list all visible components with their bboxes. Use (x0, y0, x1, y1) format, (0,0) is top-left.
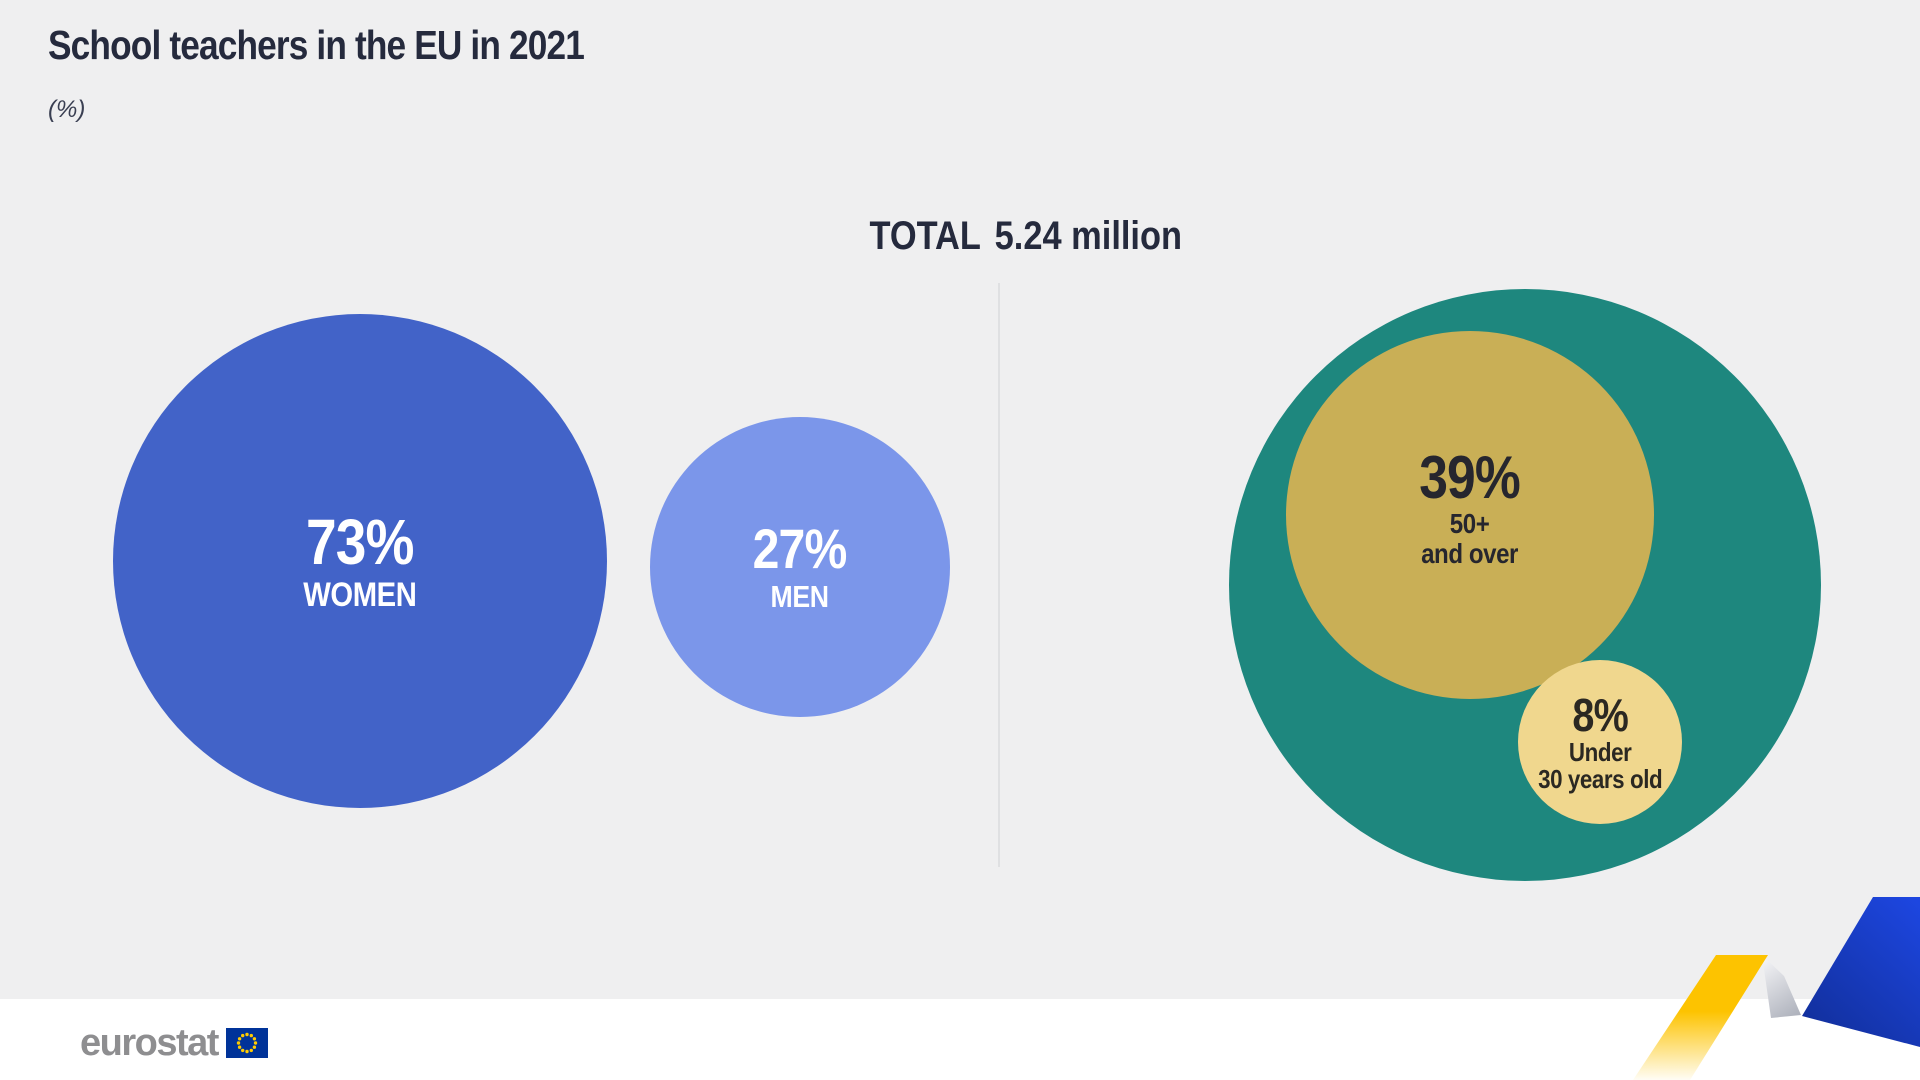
total-label: TOTAL (869, 214, 982, 258)
men-percent: 27% (753, 517, 848, 581)
women-label: WOMEN (303, 575, 417, 614)
women-share-circle: 73% WOMEN (113, 314, 607, 808)
ribbon-blue-band (1802, 897, 1920, 1047)
total-annotation-text: TOTAL 5.24 million (870, 214, 1183, 259)
age-50-plus-circle: 39% 50+ and over (1286, 331, 1654, 699)
page-title-text: School teachers in the EU in 2021 (48, 22, 585, 68)
age-50-plus-line2: and over (1421, 537, 1519, 569)
age-under-30-label-block: 8% Under 30 years old (1537, 688, 1663, 795)
age-under-30-line1: Under (1568, 736, 1632, 767)
women-percent: 73% (306, 505, 414, 578)
women-share-label-block: 73% WOMEN (303, 505, 417, 614)
men-share-circle: 27% MEN (650, 417, 950, 717)
age-under-30-line2: 30 years old (1537, 764, 1663, 795)
men-label: MEN (771, 579, 829, 615)
age-50-plus-label-block: 39% 50+ and over (1419, 444, 1522, 569)
ribbon-zigzag-decoration (1633, 897, 1920, 1080)
age-50-plus-percent: 39% (1419, 444, 1522, 512)
age-under-30-percent: 8% (1572, 688, 1628, 741)
eu-flag-icon (225, 1028, 268, 1058)
age-50-plus-line1: 50+ (1450, 508, 1490, 540)
ribbon-fold-facet (1762, 955, 1801, 1018)
footer-strip (0, 999, 1920, 1080)
eurostat-logo-text: eurostat (80, 1022, 219, 1064)
eurostat-logo: eurostat (80, 1024, 268, 1062)
total-value: 5.24 million (994, 214, 1183, 258)
ribbon-yellow-band (1633, 955, 1768, 1080)
unit-subtitle: (%) (48, 96, 86, 123)
total-annotation: TOTAL 5.24 million (826, 214, 1226, 259)
page-title: School teachers in the EU in 2021 (48, 22, 671, 69)
age-under-30-circle: 8% Under 30 years old (1518, 660, 1682, 824)
section-divider (998, 283, 1000, 867)
men-share-label-block: 27% MEN (753, 517, 848, 615)
